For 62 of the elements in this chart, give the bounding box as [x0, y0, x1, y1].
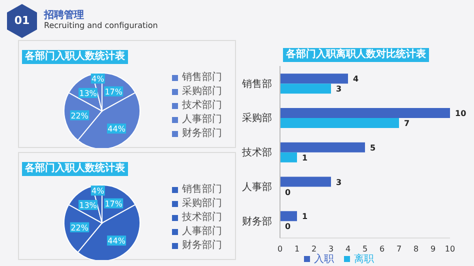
data-label: 5: [370, 143, 376, 152]
data-label: 3: [336, 84, 342, 94]
data-label: 1: [302, 153, 308, 162]
legend-label: 采购部门: [181, 198, 222, 210]
data-label: 3: [336, 178, 342, 187]
text: 01: [13, 14, 31, 27]
x-tick-label: 6: [379, 244, 385, 254]
data-label: 0: [285, 188, 292, 197]
data-label: 4%: [92, 186, 105, 196]
legend-label: 销售部门: [181, 184, 222, 196]
legend-label: 财务部门: [181, 240, 222, 252]
legend-label: 技术部门: [181, 212, 222, 224]
x-tick-label: 1: [294, 244, 300, 254]
chart-title: 各部门入职人数统计表: [22, 162, 128, 176]
bar: [280, 176, 331, 187]
x-tick-label: 3: [328, 244, 334, 254]
legend-label: 入职: [314, 254, 334, 265]
legend-label: 人事部门: [181, 114, 222, 126]
legend-label: 技术部门: [181, 100, 222, 112]
data-label: 1: [302, 212, 308, 222]
data-label: 17%: [104, 87, 123, 96]
data-label: 44%: [108, 236, 126, 246]
data-label: 0: [285, 222, 292, 232]
legend-label: 财务部门: [181, 128, 222, 140]
chart-title: 各部门入职离职人数对比统计表: [283, 48, 429, 62]
y-tick-label: 财务部: [242, 215, 272, 228]
legend-label: 人事部门: [181, 226, 222, 238]
data-label: 44%: [108, 124, 126, 134]
data-label: 13%: [79, 88, 98, 98]
text: 招聘管理: [44, 8, 84, 22]
bar: [280, 152, 297, 162]
bar: [280, 84, 331, 94]
x-tick-label: 4: [345, 244, 351, 254]
data-label: 10: [455, 108, 467, 118]
data-label: 7: [404, 118, 410, 128]
x-tick-label: 5: [362, 244, 368, 254]
bar: [280, 118, 399, 128]
text: Recruiting and configuration: [44, 21, 158, 30]
x-tick-label: 9: [430, 244, 436, 254]
x-tick-label: 10: [444, 244, 456, 254]
data-label: 22%: [70, 223, 89, 232]
bar: [280, 74, 348, 84]
data-label: 4: [353, 74, 359, 84]
bar: [280, 211, 297, 222]
legend-label: 销售部门: [181, 72, 222, 84]
data-label: 17%: [104, 199, 123, 208]
y-tick-label: 销售部: [241, 78, 272, 90]
x-tick-label: 2: [311, 244, 317, 254]
data-label: 4%: [92, 74, 105, 84]
y-tick-label: 采购部: [242, 112, 272, 124]
bar: [280, 108, 450, 118]
bar: [280, 142, 365, 152]
legend-label: 离职: [354, 254, 374, 265]
x-tick-label: 7: [396, 244, 402, 254]
legend-label: 采购部门: [181, 86, 222, 98]
y-tick-label: 技术部: [241, 146, 272, 159]
chart-title: 各部门入职人数统计表: [22, 50, 128, 64]
data-label: 22%: [70, 111, 89, 120]
x-tick-label: 8: [413, 244, 419, 254]
y-tick-label: 人事部: [242, 180, 272, 193]
x-tick-label: 0: [277, 244, 283, 254]
data-label: 13%: [79, 200, 98, 210]
